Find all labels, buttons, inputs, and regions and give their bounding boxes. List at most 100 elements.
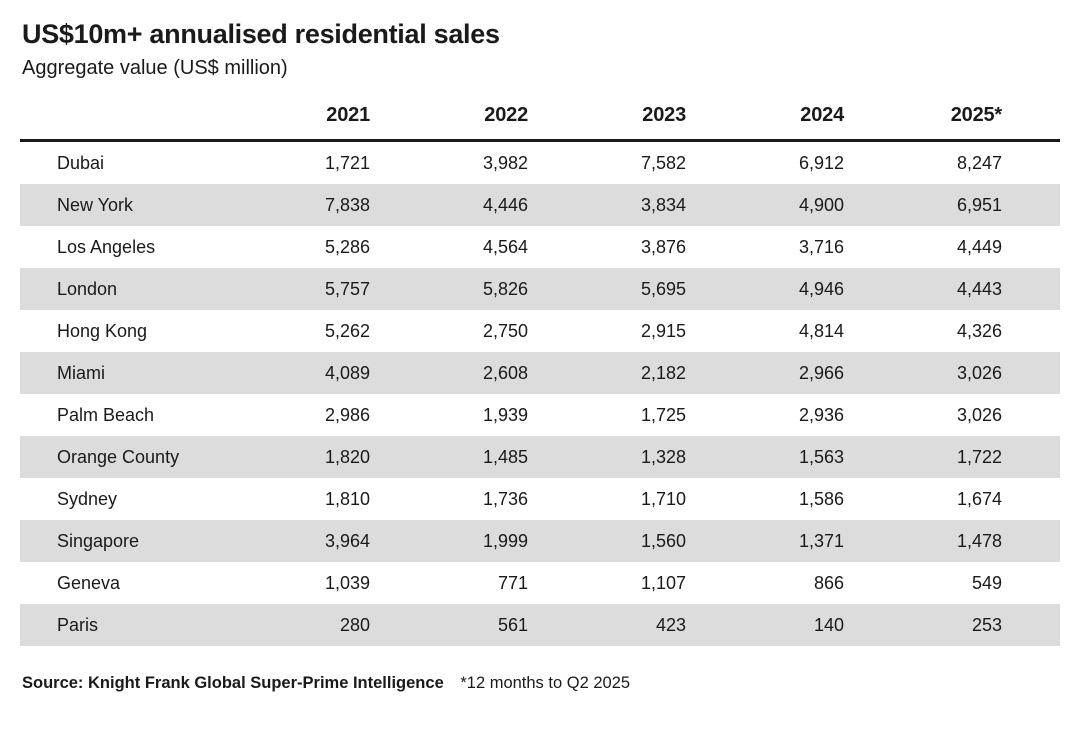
value-cell: 1,371 [798, 530, 844, 551]
footnote: *12 months to Q2 2025 [460, 674, 631, 693]
value-cell: 4,814 [798, 320, 844, 341]
value-cell: 771 [497, 572, 528, 593]
table-header: 2021 2022 2023 2024 2025* [20, 104, 1060, 143]
value-cell: 866 [813, 572, 844, 593]
value-cell: 3,876 [640, 236, 686, 257]
value-cell: 4,900 [798, 194, 844, 215]
source-label: Source: Knight Frank Global Super-Prime … [22, 674, 444, 693]
table-row: Dubai 1,721 3,982 7,582 6,912 8,247 [20, 141, 1060, 185]
value-cell: 423 [655, 614, 686, 635]
column-header-2022: 2022 [370, 104, 528, 143]
value-cell: 3,716 [798, 236, 844, 257]
column-header-2024: 2024 [686, 104, 844, 143]
table-row: Los Angeles 5,286 4,564 3,876 3,716 4,449 [20, 226, 1060, 268]
value-cell: 3,964 [324, 530, 370, 551]
value-cell: 1,485 [482, 446, 528, 467]
table-row: Hong Kong 5,262 2,750 2,915 4,814 4,326 [20, 310, 1060, 352]
value-cell: 5,286 [324, 236, 370, 257]
page-title: US$10m+ annualised residential sales [22, 19, 500, 49]
city-cell: Sydney [57, 488, 118, 509]
value-cell: 3,026 [956, 404, 1002, 425]
value-cell: 6,912 [798, 152, 844, 173]
value-cell: 4,326 [956, 320, 1002, 341]
value-cell: 3,834 [640, 194, 686, 215]
value-cell: 1,725 [640, 404, 686, 425]
city-cell: Geneva [57, 572, 121, 593]
column-header-2021: 2021 [212, 104, 370, 143]
value-cell: 5,262 [324, 320, 370, 341]
value-cell: 1,107 [640, 572, 686, 593]
value-cell: 1,721 [324, 152, 370, 173]
value-cell: 1,039 [324, 572, 370, 593]
table-row: Singapore 3,964 1,999 1,560 1,371 1,478 [20, 520, 1060, 563]
value-cell: 3,982 [482, 152, 528, 173]
value-cell: 1,722 [956, 446, 1002, 467]
value-cell: 2,608 [482, 362, 528, 383]
value-cell: 280 [339, 614, 370, 635]
value-cell: 561 [497, 614, 528, 635]
city-cell: New York [57, 194, 134, 215]
city-cell: Palm Beach [57, 404, 155, 425]
value-cell: 5,826 [482, 278, 528, 299]
value-cell: 140 [813, 614, 844, 635]
city-cell: Hong Kong [57, 320, 148, 341]
value-cell: 1,736 [482, 488, 528, 509]
table-row: Miami 4,089 2,608 2,182 2,966 3,026 [20, 352, 1060, 395]
table-row: Orange County 1,820 1,485 1,328 1,563 1,722 [20, 436, 1060, 479]
sales-table: 2021 2022 2023 2024 2025* Dubai 1,721 3,982 7,5… [20, 104, 1060, 647]
page-subtitle: Aggregate value (US$ million) [22, 57, 288, 80]
table-row: London 5,757 5,826 5,695 4,946 4,443 [20, 268, 1060, 311]
value-cell: 5,757 [324, 278, 370, 299]
value-cell: 6,951 [956, 194, 1002, 215]
table-row: Sydney 1,810 1,736 1,710 1,586 1,674 [20, 478, 1060, 520]
value-cell: 253 [971, 614, 1002, 635]
corner-cell [20, 104, 212, 143]
header-row: 2021 2022 2023 2024 2025* [20, 104, 1060, 143]
value-cell: 2,182 [640, 362, 686, 383]
value-cell: 2,966 [798, 362, 844, 383]
city-cell: London [57, 278, 118, 299]
column-header-2025: 2025* [844, 104, 1060, 143]
value-cell: 1,810 [324, 488, 370, 509]
value-cell: 8,247 [956, 152, 1002, 173]
value-cell: 5,695 [640, 278, 686, 299]
value-cell: 1,328 [640, 446, 686, 467]
source-note: Source: Knight Frank Global Super-Prime … [22, 673, 1060, 694]
value-cell: 4,446 [482, 194, 528, 215]
value-cell: 3,026 [956, 362, 1002, 383]
value-cell: 2,915 [640, 320, 686, 341]
city-cell: Orange County [57, 446, 180, 467]
value-cell: 1,999 [482, 530, 528, 551]
value-cell: 4,449 [956, 236, 1002, 257]
value-cell: 1,674 [956, 488, 1002, 509]
table-row: Palm Beach 2,986 1,939 1,725 2,936 3,026 [20, 394, 1060, 436]
value-cell: 2,936 [798, 404, 844, 425]
value-cell: 4,946 [798, 278, 844, 299]
city-cell: Los Angeles [57, 236, 156, 257]
value-cell: 1,710 [640, 488, 686, 509]
column-header-2023: 2023 [528, 104, 686, 143]
table-row: Geneva 1,039 771 1,107 866 549 [20, 562, 1060, 604]
value-cell: 1,939 [482, 404, 528, 425]
city-cell: Miami [57, 362, 105, 383]
city-cell: Singapore [57, 530, 140, 551]
value-cell: 4,443 [956, 278, 1002, 299]
value-cell: 2,750 [482, 320, 528, 341]
value-cell: 549 [971, 572, 1002, 593]
value-cell: 2,986 [324, 404, 370, 425]
value-cell: 1,478 [956, 530, 1002, 551]
city-cell: Dubai [57, 152, 105, 173]
table-body: Dubai 1,721 3,982 7,582 6,912 8,247 New York 7,… [20, 141, 1060, 647]
value-cell: 4,089 [324, 362, 370, 383]
value-cell: 1,563 [798, 446, 844, 467]
value-cell: 1,820 [324, 446, 370, 467]
value-cell: 4,564 [482, 236, 528, 257]
table-row: Paris 280 561 423 140 253 [20, 604, 1060, 647]
table-row: New York 7,838 4,446 3,834 4,900 6,951 [20, 184, 1060, 227]
value-cell: 1,586 [798, 488, 844, 509]
city-cell: Paris [57, 614, 99, 635]
value-cell: 7,582 [640, 152, 686, 173]
value-cell: 7,838 [324, 194, 370, 215]
value-cell: 1,560 [640, 530, 686, 551]
